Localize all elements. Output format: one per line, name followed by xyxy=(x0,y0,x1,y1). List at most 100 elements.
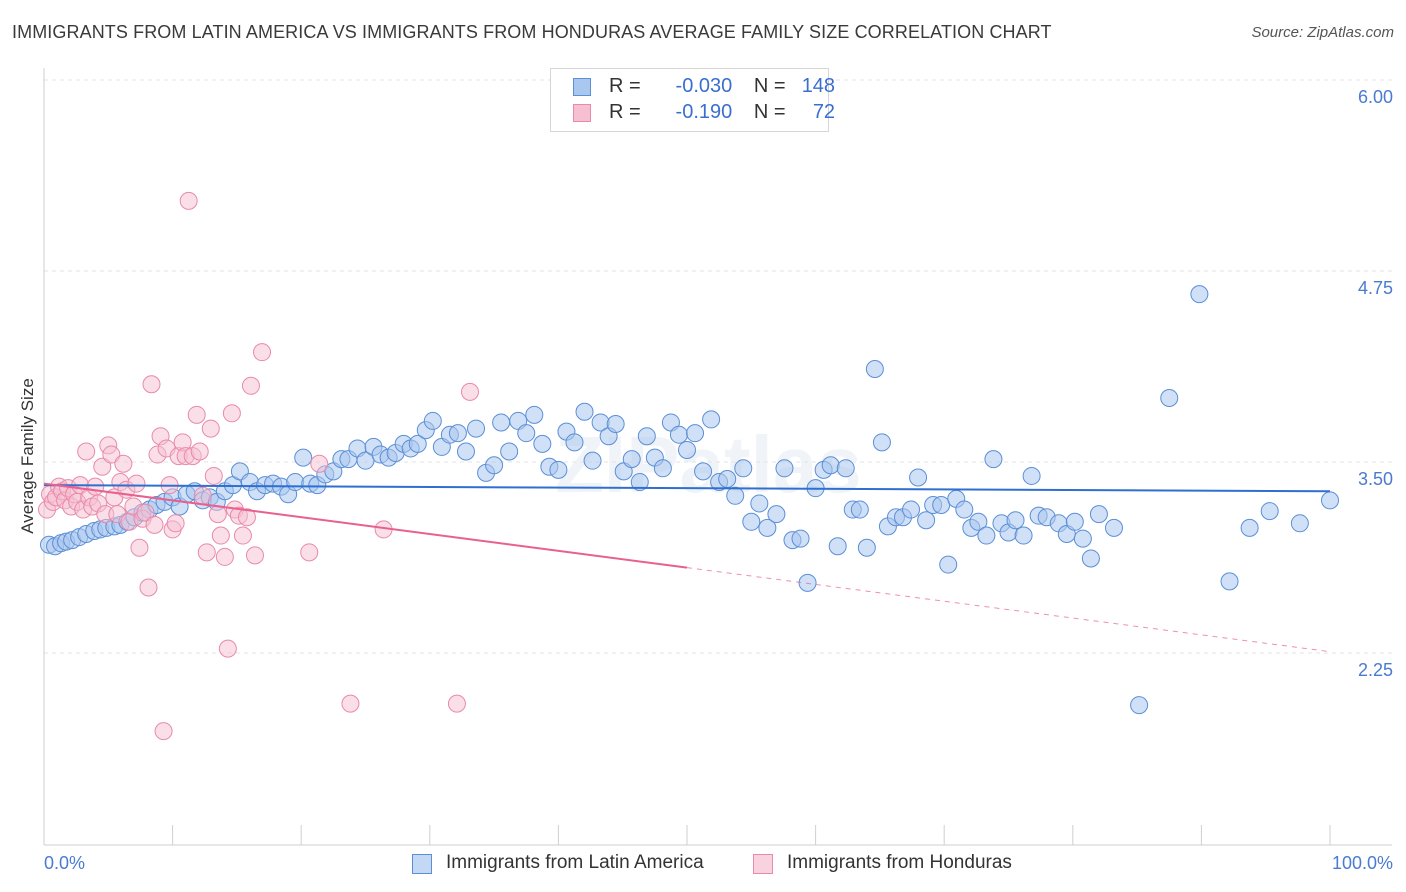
data-point-latin-america xyxy=(828,537,847,556)
data-point-latin-america xyxy=(1022,466,1041,485)
data-point-latin-america xyxy=(791,529,810,548)
data-point-honduras xyxy=(130,538,149,557)
data-point-latin-america xyxy=(984,450,1003,469)
data-point-honduras xyxy=(204,466,223,485)
data-point-latin-america xyxy=(909,468,928,487)
data-point-latin-america xyxy=(1160,389,1179,408)
chart-title: IMMIGRANTS FROM LATIN AMERICA VS IMMIGRA… xyxy=(12,22,1052,42)
data-point-latin-america xyxy=(836,459,855,478)
data-point-honduras xyxy=(208,505,227,524)
data-point-honduras xyxy=(197,543,216,562)
data-point-honduras xyxy=(218,639,237,658)
data-point-latin-america xyxy=(606,414,625,433)
data-point-latin-america xyxy=(1260,502,1279,521)
data-point-latin-america xyxy=(575,402,594,421)
data-point-latin-america xyxy=(955,500,974,519)
data-point-honduras xyxy=(93,457,112,476)
data-point-latin-america xyxy=(702,410,721,429)
data-point-honduras xyxy=(237,508,256,527)
data-point-honduras xyxy=(154,722,173,741)
legend-r-label: R = xyxy=(609,101,641,123)
data-point-latin-america xyxy=(902,500,921,519)
data-point-latin-america xyxy=(1321,491,1339,510)
data-point-latin-america xyxy=(669,425,688,444)
data-point-latin-america xyxy=(917,511,936,530)
legend-swatch-pink xyxy=(573,104,591,122)
data-point-latin-america xyxy=(653,459,672,478)
data-point-latin-america xyxy=(456,442,475,461)
legend-n-label: N = xyxy=(753,101,786,123)
data-point-latin-america xyxy=(850,500,869,519)
data-point-latin-america xyxy=(448,424,467,443)
data-point-honduras xyxy=(193,486,212,505)
bottom-legend-swatch-pink xyxy=(753,854,773,874)
data-point-honduras xyxy=(341,694,360,713)
data-point-honduras xyxy=(460,382,479,401)
data-point-latin-america xyxy=(857,538,876,557)
y-tick-label: 3.50 xyxy=(1358,469,1393,489)
data-point-latin-america xyxy=(525,405,544,424)
data-point-latin-america xyxy=(1240,518,1259,537)
legend-r-value: -0.190 xyxy=(675,101,733,123)
data-point-latin-america xyxy=(637,427,656,446)
trend-lines xyxy=(43,482,1331,653)
data-point-latin-america xyxy=(767,505,786,524)
data-point-latin-america xyxy=(726,486,745,505)
y-tick-label: 2.25 xyxy=(1358,660,1393,680)
trend-line-honduras xyxy=(43,482,688,569)
x-tick-label: 100.0% xyxy=(1332,853,1393,873)
data-point-latin-america xyxy=(686,424,705,443)
x-tick-label: 0.0% xyxy=(44,853,85,873)
data-point-latin-america xyxy=(734,459,753,478)
data-point-latin-america xyxy=(1081,549,1100,568)
data-point-latin-america xyxy=(1089,505,1108,524)
data-point-latin-america xyxy=(423,411,442,430)
data-point-honduras xyxy=(136,503,155,522)
data-point-honduras xyxy=(215,547,234,566)
data-point-latin-america xyxy=(485,456,504,475)
data-point-latin-america xyxy=(1073,529,1092,548)
data-point-honduras xyxy=(201,419,220,438)
legend-n-label: N = xyxy=(753,75,786,97)
legend-n-value: 72 xyxy=(812,101,836,123)
data-point-honduras xyxy=(127,474,146,493)
data-point-latin-america xyxy=(467,419,486,438)
data-point-latin-america xyxy=(630,473,649,492)
trend-line-latin-america xyxy=(43,484,1331,493)
data-point-latin-america xyxy=(865,359,884,378)
data-point-latin-america xyxy=(583,451,602,470)
data-point-honduras xyxy=(139,578,158,597)
data-point-latin-america xyxy=(872,433,891,452)
data-point-latin-america xyxy=(1065,512,1084,531)
legend-r-label: R = xyxy=(609,75,641,97)
source-label: Source: ZipAtlas.com xyxy=(1251,24,1394,41)
data-point-latin-america xyxy=(694,462,713,481)
axes xyxy=(43,68,1392,846)
data-point-latin-america xyxy=(533,434,552,453)
y-tick-label: 4.75 xyxy=(1358,278,1393,298)
data-point-latin-america xyxy=(622,450,641,469)
data-point-latin-america xyxy=(742,512,761,531)
data-point-latin-america xyxy=(1290,514,1309,533)
data-point-honduras xyxy=(300,543,319,562)
bottom-legend-swatch-blue xyxy=(412,854,432,874)
data-point-honduras xyxy=(86,477,105,496)
grid xyxy=(44,79,1392,654)
data-point-latin-america xyxy=(758,518,777,537)
data-point-latin-america xyxy=(932,495,951,514)
data-point-latin-america xyxy=(517,424,536,443)
data-point-latin-america xyxy=(969,512,988,531)
data-point-honduras xyxy=(241,376,260,395)
y-tick-label: 6.00 xyxy=(1358,87,1393,107)
legend-n-value: 148 xyxy=(801,75,836,97)
legend-swatch-blue xyxy=(573,78,591,96)
data-point-honduras xyxy=(142,375,161,394)
data-point-honduras xyxy=(211,526,230,545)
data-point-latin-america xyxy=(492,413,511,432)
data-point-honduras xyxy=(179,191,198,210)
data-point-latin-america xyxy=(977,526,996,545)
data-point-honduras xyxy=(102,445,121,464)
series-latin-america xyxy=(40,285,1339,715)
trend-line-honduras-extended xyxy=(686,567,1331,653)
